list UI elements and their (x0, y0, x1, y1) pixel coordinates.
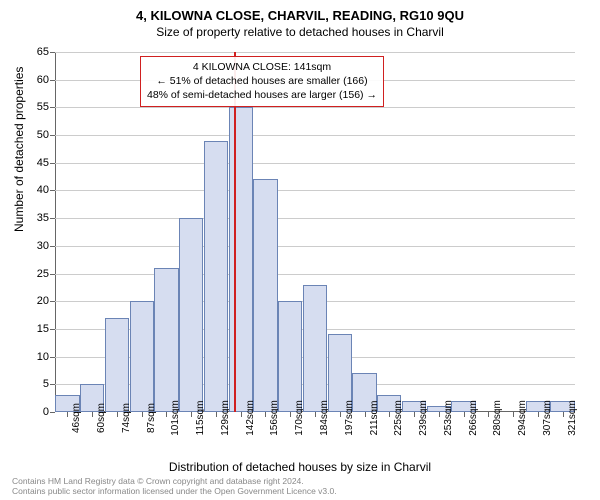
chart-container: 4, KILOWNA CLOSE, CHARVIL, READING, RG10… (0, 0, 600, 500)
x-tick-mark (488, 412, 489, 417)
histogram-bar (229, 107, 253, 412)
footer-line-2: Contains public sector information licen… (12, 486, 337, 496)
histogram-bar (253, 179, 277, 412)
y-tick-label: 15 (37, 323, 49, 335)
gridline (55, 52, 575, 53)
x-tick-mark (216, 412, 217, 417)
y-tick-mark (50, 357, 55, 358)
gridline (55, 218, 575, 219)
x-tick-mark (538, 412, 539, 417)
y-tick-mark (50, 107, 55, 108)
x-tick-mark (117, 412, 118, 417)
x-tick-label: 266sqm (468, 400, 479, 436)
callout-line-1: 4 KILOWNA CLOSE: 141sqm (147, 60, 377, 74)
gridline (55, 274, 575, 275)
y-tick-mark (50, 246, 55, 247)
y-tick-mark (50, 274, 55, 275)
y-tick-mark (50, 301, 55, 302)
histogram-bar (154, 268, 178, 412)
histogram-bar (130, 301, 154, 412)
x-tick-mark (389, 412, 390, 417)
y-axis-label: Number of detached properties (12, 67, 26, 232)
y-tick-mark (50, 190, 55, 191)
y-tick-label: 55 (37, 101, 49, 113)
histogram-bar (105, 318, 129, 412)
callout-line-2: ← 51% of detached houses are smaller (16… (147, 74, 377, 88)
x-tick-mark (365, 412, 366, 417)
gridline (55, 246, 575, 247)
histogram-bar (204, 141, 228, 412)
x-tick-mark (191, 412, 192, 417)
y-tick-label: 20 (37, 295, 49, 307)
x-tick-mark (92, 412, 93, 417)
y-tick-mark (50, 52, 55, 53)
y-tick-label: 10 (37, 351, 49, 363)
plot-area: 0510152025303540455055606546sqm60sqm74sq… (55, 52, 575, 412)
y-tick-mark (50, 80, 55, 81)
x-tick-mark (513, 412, 514, 417)
gridline (55, 135, 575, 136)
y-tick-mark (50, 163, 55, 164)
x-tick-mark (241, 412, 242, 417)
y-tick-label: 35 (37, 212, 49, 224)
y-tick-mark (50, 412, 55, 413)
callout-line-3: 48% of semi-detached houses are larger (… (147, 88, 377, 102)
x-tick-mark (439, 412, 440, 417)
callout-box: 4 KILOWNA CLOSE: 141sqm← 51% of detached… (140, 56, 384, 107)
y-tick-mark (50, 329, 55, 330)
x-tick-label: 321sqm (567, 400, 578, 436)
x-axis-label: Distribution of detached houses by size … (0, 460, 600, 474)
histogram-bar (303, 285, 327, 412)
histogram-bar (179, 218, 203, 412)
y-tick-label: 50 (37, 129, 49, 141)
chart-title: 4, KILOWNA CLOSE, CHARVIL, READING, RG10… (0, 0, 600, 23)
x-tick-mark (340, 412, 341, 417)
x-tick-mark (414, 412, 415, 417)
y-tick-label: 0 (43, 406, 49, 418)
x-tick-mark (67, 412, 68, 417)
x-tick-mark (290, 412, 291, 417)
x-tick-mark (265, 412, 266, 417)
y-tick-label: 30 (37, 240, 49, 252)
y-tick-label: 25 (37, 268, 49, 280)
histogram-bar (278, 301, 302, 412)
chart-subtitle: Size of property relative to detached ho… (0, 23, 600, 43)
y-tick-label: 45 (37, 157, 49, 169)
x-tick-mark (563, 412, 564, 417)
x-tick-mark (315, 412, 316, 417)
y-tick-mark (50, 384, 55, 385)
x-tick-mark (142, 412, 143, 417)
y-axis-line (55, 52, 56, 412)
gridline (55, 107, 575, 108)
y-tick-mark (50, 218, 55, 219)
gridline (55, 190, 575, 191)
footer-line-1: Contains HM Land Registry data © Crown c… (12, 476, 337, 486)
x-tick-mark (166, 412, 167, 417)
y-tick-label: 40 (37, 184, 49, 196)
y-tick-label: 5 (43, 378, 49, 390)
x-tick-mark (464, 412, 465, 417)
y-tick-mark (50, 135, 55, 136)
x-tick-label: 280sqm (492, 400, 503, 436)
footer-attribution: Contains HM Land Registry data © Crown c… (12, 476, 337, 496)
y-tick-label: 60 (37, 74, 49, 86)
y-tick-label: 65 (37, 46, 49, 58)
gridline (55, 163, 575, 164)
